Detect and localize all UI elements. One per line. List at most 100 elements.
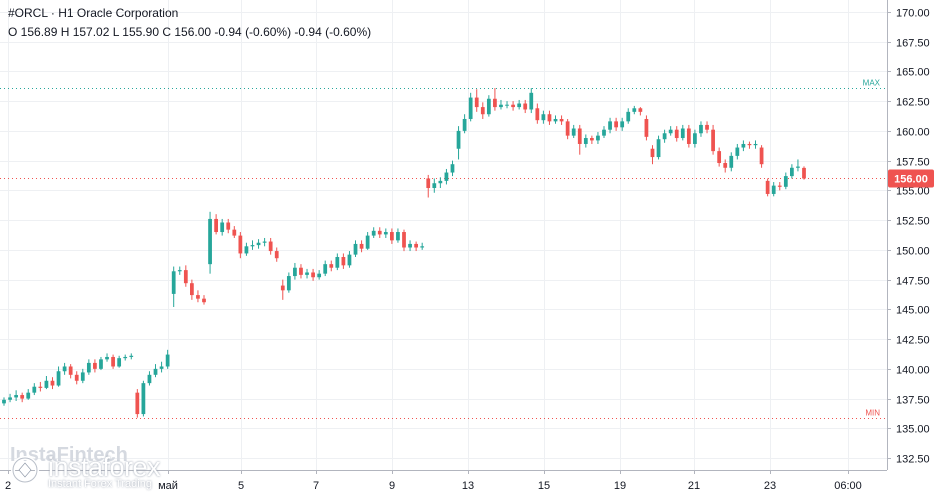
candle-body (432, 183, 437, 188)
price-tick-label: 140.00 (896, 365, 930, 377)
candle-up (693, 129, 697, 148)
price-tick-label: 147.50 (896, 276, 930, 288)
candle-body (141, 383, 146, 415)
price-tick-label: 142.50 (896, 335, 930, 347)
candle-up (771, 182, 776, 197)
price-tick-label: 135.00 (896, 424, 930, 436)
current-price-tag-bg (888, 169, 934, 188)
candle-body (765, 180, 770, 194)
candle-up (499, 99, 503, 110)
time-tick-label: 9 (389, 480, 395, 492)
candle-body (590, 138, 594, 141)
ohlc-readout: O 156.89 H 157.02 L 155.90 C 156.00 -0.9… (8, 25, 372, 39)
candle-body (20, 395, 25, 399)
candle-down (650, 145, 655, 165)
candle-body (438, 180, 443, 184)
candle-down (196, 290, 200, 303)
candle-body (26, 392, 31, 399)
candle-down (614, 117, 618, 131)
candle-body (177, 270, 182, 272)
candle-body (335, 257, 340, 268)
candle-body (311, 272, 315, 278)
candle-down (359, 240, 364, 253)
time-tick-label: 5 (238, 480, 244, 492)
candle-up (165, 349, 170, 369)
candle-body (480, 107, 485, 115)
candle-body (365, 235, 370, 249)
candle-up (790, 164, 794, 179)
candle-body (523, 103, 528, 110)
candle-body (359, 243, 364, 249)
chart-title: #ORCL · H1 Oracle Corporation (8, 6, 179, 20)
candle-down (214, 214, 218, 235)
candle-up (2, 397, 6, 406)
candle-body (341, 257, 346, 266)
candle-up (753, 140, 758, 149)
candle-body (759, 147, 764, 165)
candle-down (565, 118, 570, 140)
candle-body (650, 148, 655, 158)
candle-body (541, 114, 546, 121)
candle-up (553, 115, 558, 124)
candle-body (680, 128, 685, 139)
candle-body (565, 121, 570, 136)
candle-up (147, 371, 152, 386)
candle-body (686, 128, 691, 144)
candle-up (256, 239, 261, 249)
candle-body (62, 366, 67, 372)
candle-body (723, 163, 728, 168)
candle-down (50, 377, 55, 390)
current-price-tag: 156.00 (888, 169, 934, 188)
candle-down (711, 124, 715, 155)
candle-up (129, 353, 134, 360)
price-tick-label: 145.00 (896, 305, 930, 317)
candle-down (759, 145, 764, 168)
candle-body (614, 121, 618, 128)
candle-body (396, 232, 400, 241)
candle-up (796, 159, 800, 172)
candle-body (38, 386, 43, 388)
candle-body (553, 118, 558, 122)
candle-down (226, 218, 231, 234)
candle-up (505, 101, 509, 109)
price-tick-label: 137.50 (896, 395, 930, 407)
candle-up (208, 211, 212, 274)
candle-body (159, 366, 164, 369)
candle-down (802, 166, 806, 180)
candle-body (632, 108, 637, 112)
candle-body (256, 242, 261, 246)
candle-down (535, 103, 540, 124)
time-axis[interactable]: 2 май 5 7 9 13 15 19 21 23 06:00 (0, 470, 887, 492)
candle-up (32, 383, 37, 396)
candle-down (183, 265, 188, 287)
candle-body (571, 128, 576, 136)
candle-up (62, 362, 67, 375)
candle-body (505, 104, 509, 106)
candle-up (371, 227, 376, 238)
instaforex-logo-icon (11, 456, 39, 484)
max-label: MAX (863, 79, 881, 88)
chart-grid (0, 0, 887, 470)
price-axis[interactable]: 170.00 167.50 165.00 162.50 160.00 157.50 155.… (887, 0, 934, 470)
candle-up (608, 117, 612, 134)
candle-up (632, 105, 637, 115)
candle-body (250, 245, 255, 247)
candle-up (735, 143, 740, 160)
candle-up (80, 368, 85, 384)
price-tick-label: 152.50 (896, 216, 930, 228)
candle-down (232, 226, 237, 238)
candle-up (153, 364, 158, 378)
candle-body (474, 97, 479, 108)
candle-down (274, 247, 279, 262)
price-tick-label: 170.00 (896, 8, 930, 20)
candle-body (777, 185, 782, 187)
candle-down (590, 135, 594, 144)
candle-down (390, 228, 394, 244)
watermark-tag: InstaFintech (10, 444, 128, 466)
candle-body (214, 218, 218, 233)
candle-down (674, 126, 679, 142)
candle-down (135, 389, 140, 418)
price-tick-label: 150.00 (896, 246, 930, 258)
candle-up (177, 266, 182, 275)
